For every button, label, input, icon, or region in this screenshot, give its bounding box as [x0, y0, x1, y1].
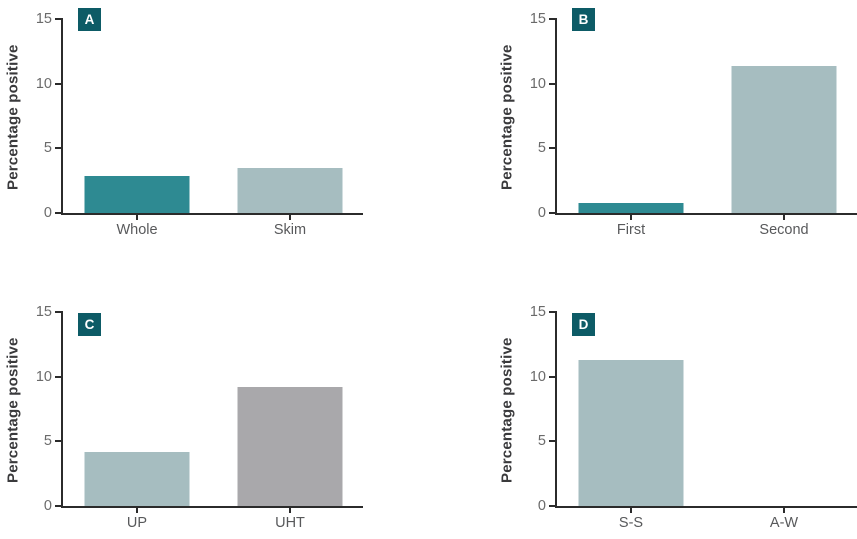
x-category-label: UP — [126, 515, 148, 531]
y-tick-label: 15 — [529, 303, 546, 320]
y-tick-label: 10 — [35, 368, 52, 385]
y-tick-mark — [55, 212, 62, 214]
y-axis-line — [61, 18, 63, 214]
y-tick-mark — [55, 147, 62, 149]
y-tick-mark — [55, 83, 62, 85]
x-category-label: S-S — [618, 515, 644, 531]
plot-area: D — [556, 312, 856, 506]
y-tick-label: 15 — [35, 303, 52, 320]
x-axis-line — [61, 213, 363, 215]
y-tick-label: 10 — [529, 75, 546, 92]
x-tick-mark — [136, 508, 138, 513]
plot-area: A — [62, 8, 362, 213]
y-tick-mark — [549, 18, 556, 20]
y-tick-mark — [549, 83, 556, 85]
x-tick-mark — [136, 215, 138, 220]
y-tick-label: 5 — [537, 139, 546, 156]
x-category-label: Whole — [116, 222, 158, 238]
bar-skim — [237, 167, 343, 213]
x-tick-mark — [783, 215, 785, 220]
panel-label-badge: C — [78, 313, 101, 336]
y-tick-mark — [55, 440, 62, 442]
panel-label-badge: D — [572, 313, 595, 336]
y-axis-title: Percentage positive — [498, 44, 516, 190]
x-category-label: Skim — [273, 222, 307, 238]
x-tick-mark — [630, 508, 632, 513]
x-category-label: First — [616, 222, 646, 238]
y-tick-mark — [549, 440, 556, 442]
y-tick-mark — [549, 311, 556, 313]
chart-panel-d: Percentage positive 15 10 5 0 D S-S A-W — [494, 293, 857, 539]
y-tick-label: 15 — [35, 10, 52, 27]
y-axis-title: Percentage positive — [4, 44, 22, 190]
plot-area: B — [556, 8, 856, 213]
y-tick-mark — [549, 212, 556, 214]
bar-up — [84, 451, 190, 506]
y-axis-line — [555, 18, 557, 214]
x-tick-mark — [630, 215, 632, 220]
y-tick-label: 5 — [537, 432, 546, 449]
y-tick-label: 0 — [43, 204, 52, 221]
y-tick-mark — [55, 18, 62, 20]
y-tick-mark — [549, 147, 556, 149]
x-axis-line — [555, 506, 857, 508]
y-axis-title: Percentage positive — [4, 337, 22, 483]
x-axis-line — [61, 506, 363, 508]
y-tick-label: 10 — [35, 75, 52, 92]
x-category-label: Second — [759, 222, 809, 238]
y-tick-label: 5 — [43, 432, 52, 449]
y-tick-mark — [55, 505, 62, 507]
chart-panel-a: Percentage positive 15 10 5 0 A Whole Sk… — [0, 0, 365, 246]
y-tick-mark — [55, 376, 62, 378]
bar-whole — [84, 175, 190, 213]
y-tick-mark — [549, 505, 556, 507]
x-tick-mark — [289, 508, 291, 513]
bar-first — [578, 202, 684, 213]
y-tick-label: 10 — [529, 368, 546, 385]
y-tick-mark — [549, 376, 556, 378]
y-tick-label: 0 — [537, 204, 546, 221]
y-tick-label: 5 — [43, 139, 52, 156]
y-tick-label: 0 — [537, 497, 546, 514]
y-axis-line — [61, 311, 63, 507]
panel-label-badge: A — [78, 8, 101, 31]
y-tick-label: 15 — [529, 10, 546, 27]
x-axis-line — [555, 213, 857, 215]
bar-uht — [237, 387, 343, 506]
bar-second — [731, 65, 837, 213]
chart-panel-c: Percentage positive 15 10 5 0 C UP UHT — [0, 293, 365, 539]
y-axis-line — [555, 311, 557, 507]
x-category-label: A-W — [769, 515, 799, 531]
panel-label-badge: B — [572, 8, 595, 31]
y-tick-label: 0 — [43, 497, 52, 514]
y-tick-mark — [55, 311, 62, 313]
plot-area: C — [62, 312, 362, 506]
x-category-label: UHT — [275, 515, 305, 531]
x-tick-mark — [783, 508, 785, 513]
x-tick-mark — [289, 215, 291, 220]
chart-panel-b: Percentage positive 15 10 5 0 B First Se… — [494, 0, 857, 246]
y-axis-title: Percentage positive — [498, 337, 516, 483]
bar-ss — [578, 359, 684, 506]
